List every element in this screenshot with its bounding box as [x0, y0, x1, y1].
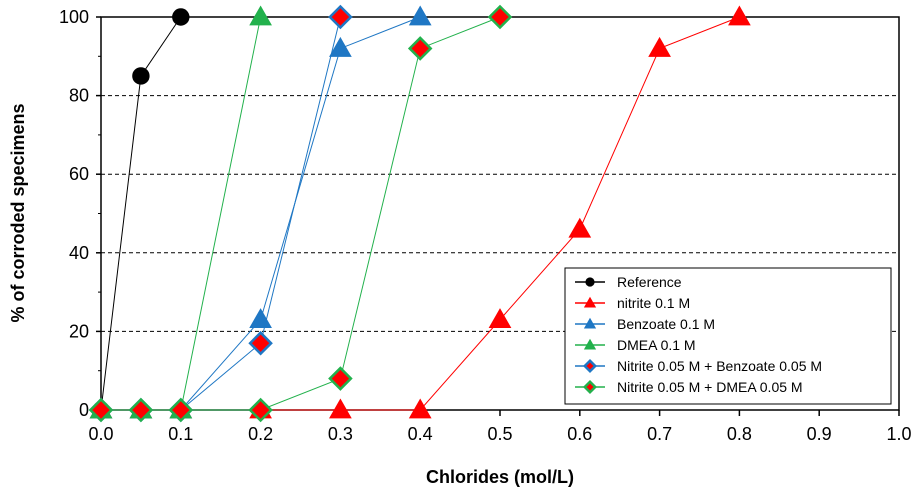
data-point-4-4 [328, 4, 353, 30]
legend-label-5: Nitrite 0.05 M + DMEA 0.05 M [617, 379, 803, 395]
data-point-1-4 [329, 398, 352, 419]
data-point-5-5 [407, 36, 433, 61]
axes: 0 20 40 60 80 100 0.0 0.1 0.2 0.3 0.4 0.5 0.6 0.7 0.8 0… [59, 7, 912, 444]
data-point-1-7 [568, 217, 592, 238]
x-tick-label-9: 0.9 [807, 424, 832, 444]
data-point-5-3 [248, 397, 273, 423]
data-point-2-4 [329, 36, 352, 57]
legend: Reference nitrite 0.1 M Benzoate 0.1 M DMEA… [564, 267, 892, 405]
data-point-5-6 [487, 4, 513, 30]
x-tick-label-3: 0.3 [328, 424, 353, 444]
y-tick-label-1: 20 [69, 321, 89, 341]
data-point-5-1 [128, 397, 154, 423]
legend-marker-3 [583, 338, 597, 350]
data-point-0-1 [132, 67, 150, 85]
y-axis-title: % of corroded specimens [8, 103, 28, 322]
x-tick-label-6: 0.6 [567, 424, 592, 444]
x-tick-label-10: 1.0 [886, 424, 911, 444]
legend-box [564, 267, 892, 405]
legend-marker-2 [583, 317, 597, 329]
y-tick-label-0: 0 [79, 400, 89, 420]
x-tick-label-2: 0.2 [248, 424, 273, 444]
data-point-5-4 [328, 366, 353, 391]
data-point-2-5 [408, 5, 432, 26]
x-axis-title: Chlorides (mol/L) [426, 467, 574, 487]
legend-marker-4 [582, 358, 598, 374]
x-tick-label-5: 0.5 [487, 424, 512, 444]
legend-marker-5 [582, 379, 598, 395]
legend-label-2: Benzoate 0.1 M [617, 316, 715, 332]
legend-marker-0 [585, 277, 595, 287]
legend-label-0: Reference [617, 274, 682, 290]
legend-marker-1 [583, 296, 597, 308]
data-point-4-3 [248, 330, 273, 356]
x-tick-label-7: 0.7 [647, 424, 672, 444]
data-point-0-2 [172, 8, 190, 26]
data-point-1-8 [648, 36, 671, 57]
y-tick-label-4: 80 [69, 86, 89, 106]
legend-label-1: nitrite 0.1 M [617, 295, 690, 311]
legend-label-4: Nitrite 0.05 M + Benzoate 0.05 M [617, 358, 822, 374]
x-tick-label-0: 0.0 [88, 424, 113, 444]
y-tick-label-3: 60 [69, 164, 89, 184]
y-tick-label-2: 40 [69, 243, 89, 263]
series-0 [92, 8, 190, 419]
x-tick-label-1: 0.1 [168, 424, 193, 444]
series-5 [88, 4, 513, 423]
data-point-5-2 [168, 397, 194, 423]
data-point-5-0 [88, 397, 114, 423]
data-point-1-6 [488, 308, 512, 328]
x-tick-label-8: 0.8 [727, 424, 752, 444]
y-tick-label-5: 100 [59, 7, 89, 27]
plot-area [88, 4, 751, 423]
data-point-1-5 [408, 398, 432, 419]
data-point-3-3 [249, 5, 272, 26]
x-tick-label-4: 0.4 [408, 424, 433, 444]
series-line-5 [101, 16, 501, 411]
legend-label-3: DMEA 0.1 M [617, 337, 696, 353]
series-3 [89, 5, 272, 419]
data-point-1-9 [728, 5, 751, 26]
